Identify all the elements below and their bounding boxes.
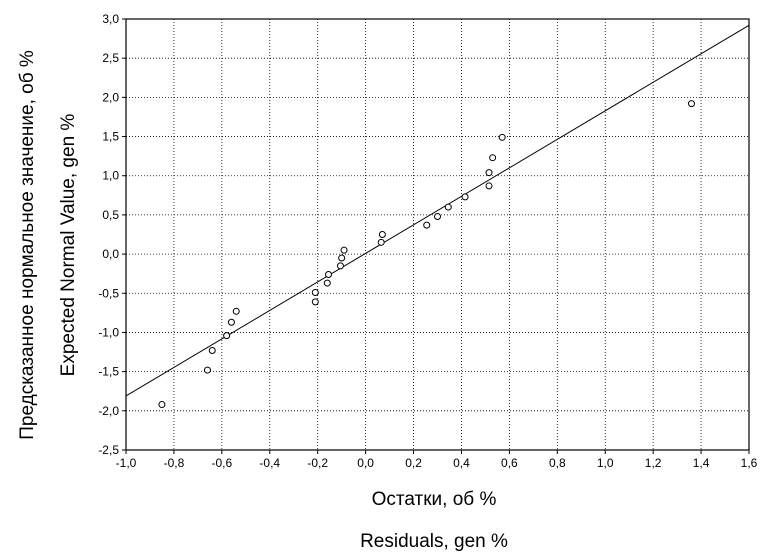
x-tick-label: 0,4 (453, 456, 470, 470)
x-tick-label: 1,2 (645, 456, 662, 470)
grid-lines (126, 19, 749, 450)
y-tick-label: -2,5 (98, 443, 119, 457)
y-tick-label: 0,0 (102, 247, 119, 261)
x-tick-label: -1,0 (116, 456, 137, 470)
y-tick-label: -1,0 (98, 325, 119, 339)
x-tick-label: -0,8 (164, 456, 185, 470)
x-tick-label: -0,6 (212, 456, 233, 470)
y-tick-label: 2,5 (102, 51, 119, 65)
data-point (338, 254, 346, 262)
data-point (208, 346, 216, 354)
data-point (498, 133, 506, 141)
data-point (227, 318, 235, 326)
data-point (489, 154, 497, 162)
y-axis-label-en: Expected Normal Value, gen % (58, 114, 79, 377)
data-point (340, 246, 348, 254)
x-axis-label-ru: Остатки, об % (372, 489, 497, 510)
data-point (158, 401, 166, 409)
x-tick-label: 1,6 (741, 456, 758, 470)
x-tick-label: -0,4 (259, 456, 280, 470)
x-tick-label: 1,0 (597, 456, 614, 470)
y-axis-label-ru: Предсказанное нормальное значение, об % (17, 50, 38, 440)
data-point (687, 100, 695, 108)
data-point (232, 307, 240, 315)
data-point (485, 169, 493, 177)
fit-line-group (125, 24, 750, 397)
x-tick-labels: -1,0 -0,8 -0,6 -0,4 -0,2 0,0 0,2 0,4 0,6 0,8 1,0 1,… (116, 450, 758, 470)
x-tick-label: -0,2 (307, 456, 328, 470)
x-tick-label: 1,4 (693, 456, 710, 470)
data-point (444, 203, 452, 211)
data-point (423, 221, 431, 229)
x-tick-label: 0,6 (501, 456, 518, 470)
data-point (311, 288, 319, 296)
y-tick-label: 1,5 (102, 130, 119, 144)
y-tick-label: 2,0 (102, 90, 119, 104)
x-axis-label-en: Residuals, gen % (360, 531, 508, 552)
x-tick-label: 0,2 (405, 456, 422, 470)
y-tick-labels: -2,5 -2,0 -1,5 -1,0 -0,5 0,0 0,5 1,0 1,5 2,0 2,5 3,… (98, 12, 126, 457)
y-tick-label: 0,5 (102, 208, 119, 222)
data-point (324, 270, 332, 278)
data-point (377, 238, 385, 246)
y-tick-label: 3,0 (102, 12, 119, 26)
y-tick-label: 1,0 (102, 169, 119, 183)
data-point (311, 298, 319, 306)
data-point (485, 182, 493, 190)
y-tick-label: -0,5 (98, 286, 119, 300)
fit-line (125, 24, 750, 397)
data-point (434, 212, 441, 220)
data-point (203, 366, 211, 374)
plot-frame (125, 18, 750, 451)
data-point (223, 332, 231, 340)
data-point (378, 231, 386, 238)
data-point (461, 193, 469, 201)
data-point (323, 279, 331, 287)
data-points (158, 100, 695, 409)
y-tick-label: -2,0 (98, 404, 119, 418)
x-tick-label: 0,0 (357, 456, 374, 470)
data-point (336, 262, 344, 270)
y-tick-label: -1,5 (98, 365, 119, 379)
x-tick-label: 0,8 (549, 456, 566, 470)
